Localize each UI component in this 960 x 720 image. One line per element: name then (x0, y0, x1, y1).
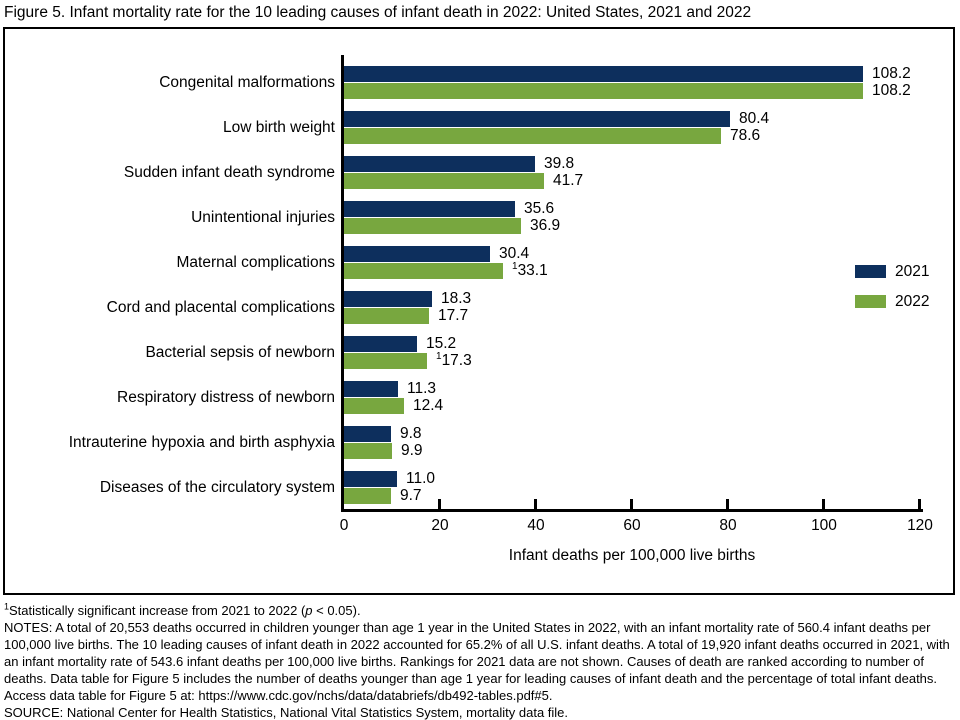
value-label-2022: 9.7 (400, 487, 422, 504)
legend-item-2022: 2022 (855, 293, 930, 310)
category-label: Respiratory distress of newborn (117, 388, 335, 406)
value-label-2021: 80.4 (739, 110, 770, 127)
value-label-2021: 39.8 (544, 155, 575, 172)
x-tick-label: 40 (527, 517, 545, 534)
significance-sup: 1 (436, 350, 442, 362)
plot-area: Infant deaths per 100,000 live births 20… (5, 29, 953, 593)
significance-sup: 1 (512, 260, 518, 272)
category-label: Unintentional injuries (191, 208, 335, 226)
category-label: Intrauterine hypoxia and birth asphyxia (68, 433, 335, 451)
x-tick-label: 80 (719, 517, 737, 534)
value-label-2022: 78.6 (730, 127, 761, 144)
category-label: Sudden infant death syndrome (123, 163, 335, 181)
footnote-significance: 1Statistically significant increase from… (4, 601, 361, 618)
category-label: Low birth weight (222, 118, 335, 136)
x-axis-line (341, 509, 923, 512)
y-axis-line (341, 55, 344, 512)
legend-label-2021: 2021 (895, 263, 930, 280)
bar-2022 (344, 443, 392, 459)
category-label: Diseases of the circulatory system (99, 478, 335, 496)
x-tick (822, 499, 825, 509)
bar-2022 (344, 218, 521, 234)
value-label-2021: 35.6 (524, 200, 555, 217)
category-label: Maternal complications (176, 253, 335, 271)
x-tick (534, 499, 537, 509)
x-tick-label: 120 (907, 517, 933, 534)
bar-2022 (344, 173, 544, 189)
x-tick (918, 499, 921, 509)
x-tick-label: 20 (431, 517, 449, 534)
value-label-2021: 11.0 (406, 470, 436, 487)
bar-2022 (344, 398, 404, 414)
bar-2021 (344, 471, 397, 487)
value-label-2021: 11.3 (407, 380, 437, 397)
value-label-2022: 108.2 (872, 82, 911, 99)
value-label-2022: 17.7 (438, 307, 469, 324)
legend-item-2021: 2021 (855, 263, 930, 280)
bar-2022 (344, 488, 391, 504)
value-label-2021: 15.2 (426, 335, 457, 352)
value-label-2021: 9.8 (400, 425, 422, 442)
bar-2021 (344, 336, 417, 352)
value-label-2021: 30.4 (499, 245, 530, 262)
bar-2021 (344, 426, 391, 442)
figure-title: Figure 5. Infant mortality rate for the … (4, 4, 752, 21)
category-label: Cord and placental complications (106, 298, 335, 316)
value-label-2022: 9.9 (401, 442, 423, 459)
value-label-2022: 36.9 (530, 217, 561, 234)
x-tick-label: 100 (811, 517, 837, 534)
footnotes: 1Statistically significant increase from… (4, 602, 954, 720)
chart-frame: Infant deaths per 100,000 live births 20… (3, 27, 955, 595)
value-label-2021: 108.2 (872, 65, 911, 82)
x-tick (438, 499, 441, 509)
bar-2021 (344, 291, 432, 307)
value-label-2022: 133.1 (512, 260, 548, 279)
bar-2022 (344, 263, 503, 279)
x-tick (630, 499, 633, 509)
bar-2021 (344, 156, 535, 172)
legend: 2021 2022 (855, 263, 930, 325)
bar-2022 (344, 128, 721, 144)
bar-2021 (344, 246, 490, 262)
source-text: SOURCE: National Center for Health Stati… (4, 705, 569, 720)
category-label: Congenital malformations (159, 73, 335, 91)
bar-2021 (344, 381, 398, 397)
bar-2022 (344, 308, 429, 324)
legend-swatch-2021-icon (855, 265, 886, 278)
bar-2022 (344, 353, 427, 369)
bar-2021 (344, 201, 515, 217)
value-label-2022: 117.3 (436, 350, 472, 369)
x-axis-title: Infant deaths per 100,000 live births (508, 547, 756, 564)
x-tick (726, 499, 729, 509)
notes-text: NOTES: A total of 20,553 deaths occurred… (4, 620, 950, 703)
legend-swatch-2022-icon (855, 295, 886, 308)
x-tick-label: 60 (623, 517, 641, 534)
bar-2021 (344, 66, 863, 82)
value-label-2021: 18.3 (441, 290, 472, 307)
footnote-sup: 1 (4, 601, 10, 612)
bar-2021 (344, 111, 730, 127)
bar-2022 (344, 83, 863, 99)
x-tick-label: 0 (339, 517, 349, 534)
legend-label-2022: 2022 (895, 293, 930, 310)
value-label-2022: 41.7 (553, 172, 584, 189)
category-label: Bacterial sepsis of newborn (145, 343, 335, 361)
value-label-2022: 12.4 (413, 397, 444, 414)
